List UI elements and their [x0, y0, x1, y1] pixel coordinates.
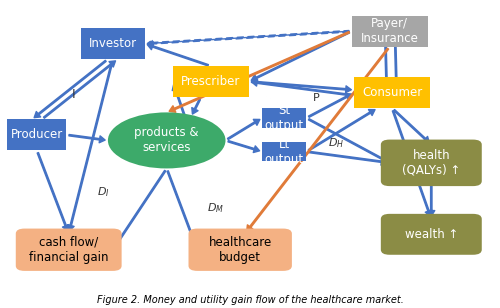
FancyArrowPatch shape [309, 151, 387, 165]
Text: healthcare
budget: healthcare budget [208, 236, 272, 264]
FancyArrowPatch shape [394, 110, 430, 143]
FancyArrowPatch shape [252, 32, 350, 81]
FancyArrowPatch shape [252, 79, 352, 96]
FancyArrowPatch shape [247, 48, 388, 231]
Text: I: I [72, 88, 76, 101]
Text: Prescriber: Prescriber [181, 75, 240, 88]
Text: wealth ↑: wealth ↑ [404, 228, 458, 241]
FancyArrowPatch shape [148, 43, 208, 66]
Text: $D_H$: $D_H$ [328, 136, 344, 150]
Ellipse shape [108, 112, 226, 168]
FancyBboxPatch shape [262, 142, 306, 161]
FancyArrowPatch shape [37, 152, 69, 231]
Text: products &
services: products & services [134, 126, 199, 154]
Text: Consumer: Consumer [362, 86, 422, 99]
FancyArrowPatch shape [382, 18, 388, 105]
FancyBboxPatch shape [81, 28, 144, 59]
FancyArrowPatch shape [228, 120, 260, 140]
FancyArrowPatch shape [252, 81, 352, 93]
FancyArrowPatch shape [44, 61, 116, 118]
Text: $D_M$: $D_M$ [207, 201, 224, 215]
FancyArrowPatch shape [167, 171, 198, 247]
Text: Figure 2. Money and utility gain flow of the healthcare market.: Figure 2. Money and utility gain flow of… [96, 294, 404, 305]
FancyBboxPatch shape [173, 66, 249, 97]
FancyArrowPatch shape [148, 30, 349, 47]
FancyArrowPatch shape [228, 140, 260, 152]
FancyArrowPatch shape [172, 84, 186, 118]
FancyArrowPatch shape [392, 111, 432, 216]
FancyBboxPatch shape [8, 120, 66, 150]
FancyBboxPatch shape [188, 229, 292, 271]
Text: Payer/
Insurance: Payer/ Insurance [360, 17, 418, 45]
Text: Producer: Producer [10, 128, 63, 141]
Text: St
output: St output [264, 104, 304, 132]
FancyBboxPatch shape [352, 16, 428, 47]
FancyBboxPatch shape [381, 214, 482, 255]
FancyBboxPatch shape [16, 229, 122, 271]
Text: $D_I$: $D_I$ [96, 185, 110, 199]
FancyArrowPatch shape [308, 94, 352, 117]
FancyArrowPatch shape [192, 99, 200, 114]
FancyArrowPatch shape [34, 60, 106, 118]
FancyBboxPatch shape [262, 108, 306, 128]
Text: Lt
output: Lt output [264, 138, 304, 166]
FancyBboxPatch shape [381, 140, 482, 186]
FancyArrowPatch shape [428, 184, 435, 216]
FancyBboxPatch shape [354, 77, 430, 108]
Text: health
(QALYs) ↑: health (QALYs) ↑ [402, 149, 460, 177]
FancyArrowPatch shape [308, 110, 375, 151]
Text: Investor: Investor [88, 37, 137, 50]
FancyArrowPatch shape [169, 32, 350, 112]
FancyArrowPatch shape [394, 18, 400, 105]
Text: P: P [313, 93, 320, 103]
FancyArrowPatch shape [68, 62, 113, 231]
FancyArrowPatch shape [308, 119, 387, 162]
FancyArrowPatch shape [69, 135, 105, 143]
FancyArrowPatch shape [114, 170, 166, 247]
Text: cash flow/
financial gain: cash flow/ financial gain [29, 236, 108, 264]
